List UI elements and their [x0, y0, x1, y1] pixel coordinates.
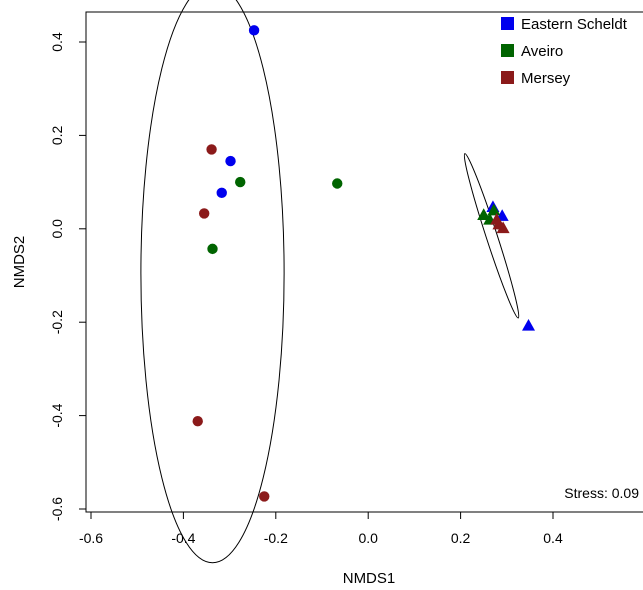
confidence-ellipse-circles — [140, 0, 285, 564]
point-circle-mersey — [259, 491, 270, 502]
point-circle-aveiro — [235, 176, 246, 188]
legend-label-mersey: Mersey — [521, 70, 571, 87]
point-circle-eastern-scheldt — [225, 155, 236, 167]
legend: Eastern Scheldt Aveiro Mersey — [501, 16, 628, 87]
legend-swatch-eastern-scheldt — [501, 17, 514, 30]
x-tick-label: -0.2 — [264, 530, 288, 546]
x-tick-label: 0.0 — [358, 530, 378, 546]
point-circle-mersey — [192, 416, 203, 427]
legend-label-aveiro: Aveiro — [521, 43, 563, 60]
y-tick-label: 0.4 — [49, 32, 65, 52]
point-circle-aveiro — [207, 243, 218, 255]
x-tick-label: 0.4 — [543, 530, 563, 546]
point-circle-mersey — [198, 208, 210, 219]
point-triangle-eastern-scheldt — [522, 318, 536, 331]
x-tick-label: -0.6 — [79, 530, 103, 546]
x-tick-label: 0.2 — [451, 530, 471, 546]
legend-swatch-mersey — [501, 71, 514, 84]
point-triangle-aveiro — [487, 203, 501, 216]
y-tick-label: -0.6 — [49, 497, 65, 521]
point-triangle-aveiro — [477, 208, 491, 220]
legend-label-eastern-scheldt: Eastern Scheldt — [521, 16, 628, 33]
x-tick-label: -0.4 — [171, 530, 195, 546]
point-triangle-mersey — [496, 221, 510, 234]
plot-frame — [85, 11, 643, 513]
stress-annotation: Stress: 0.09 — [564, 485, 639, 501]
y-tick-label: -0.2 — [49, 310, 65, 334]
x-axis-label: NMDS1 — [343, 570, 396, 587]
legend-swatch-aveiro — [501, 44, 514, 57]
point-circle-mersey — [206, 144, 217, 155]
point-circle-eastern-scheldt — [248, 25, 260, 36]
point-circle-eastern-scheldt — [216, 187, 227, 199]
y-tick-label: 0.2 — [49, 125, 65, 145]
y-axis-label: NMDS2 — [11, 236, 28, 289]
point-circle-aveiro — [332, 178, 343, 189]
confidence-ellipse-triangles — [463, 153, 520, 319]
y-tick-label: 0.0 — [49, 219, 65, 239]
y-tick-label: -0.4 — [49, 403, 65, 427]
